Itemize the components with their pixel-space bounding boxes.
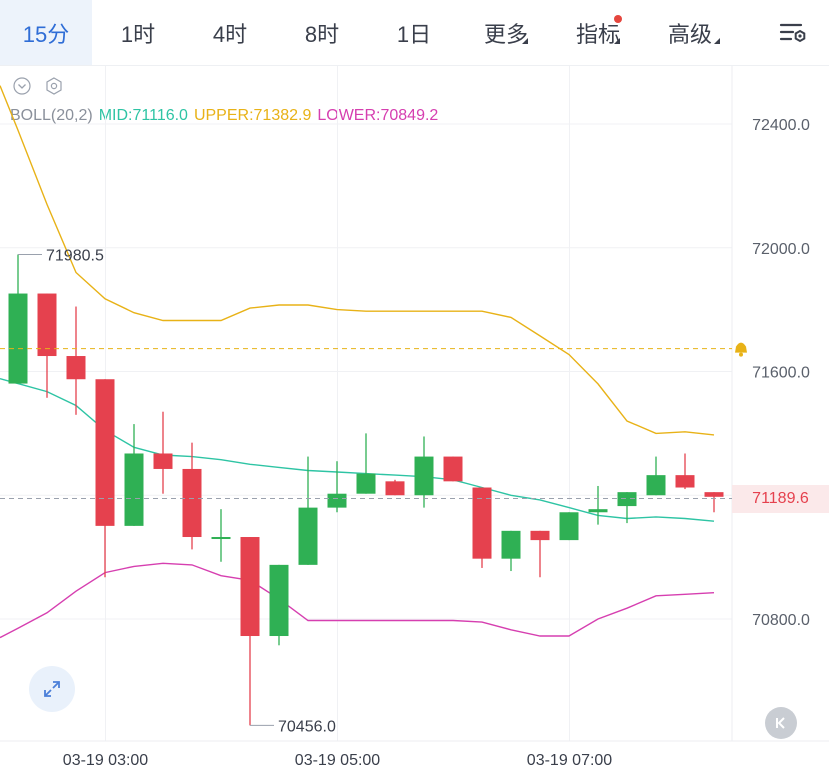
candle-body xyxy=(298,507,318,565)
rewind-icon xyxy=(776,717,785,729)
tab-4h[interactable]: 4时 xyxy=(184,0,276,65)
y-tick-label: 71600.0 xyxy=(752,365,810,382)
tab-1h[interactable]: 1时 xyxy=(92,0,184,65)
candle-body xyxy=(472,487,492,559)
boll-mid-value: MID:71116.0 xyxy=(98,107,188,124)
notification-dot-icon xyxy=(614,15,622,23)
y-tick-label: 72400.0 xyxy=(752,117,810,134)
candle-body xyxy=(675,475,695,488)
y-tick-label: 72000.0 xyxy=(752,241,810,258)
candle-body xyxy=(559,512,579,541)
x-tick-label: 03-19 05:00 xyxy=(295,752,381,769)
collapse-indicator-button[interactable] xyxy=(12,76,32,96)
current-price-label: 71189.6 xyxy=(752,490,809,507)
candle-body xyxy=(414,456,434,496)
candle-body xyxy=(530,530,550,541)
tab-label: 15分 xyxy=(22,21,70,47)
candle-body xyxy=(182,468,202,538)
tab-label: 指标 xyxy=(575,21,620,47)
tab-label: 1日 xyxy=(396,21,432,47)
tab-advanced-dropdown[interactable]: 高级 xyxy=(644,0,736,65)
chevron-down-circle-icon xyxy=(13,77,31,95)
candle-body xyxy=(95,379,115,526)
x-tick-label: 03-19 07:00 xyxy=(527,752,613,769)
candle-body xyxy=(501,530,521,559)
candle-body xyxy=(588,509,608,513)
tab-indicators-dropdown[interactable]: 指标 xyxy=(552,0,644,65)
boll-lower-value: LOWER:70849.2 xyxy=(317,107,439,124)
tab-15m[interactable]: 15分 xyxy=(0,0,92,65)
indicator-settings-button[interactable] xyxy=(44,76,64,96)
chart-overlays: 71980.5 70456.0 xyxy=(0,248,747,735)
tab-label: 1时 xyxy=(120,21,156,47)
boll-upper-line xyxy=(0,85,715,436)
timeframe-toolbar: 15分 1时 4时 8时 1日 更多 指标 高级 xyxy=(0,0,829,66)
candle-body xyxy=(704,492,724,497)
candle-body xyxy=(356,473,376,494)
x-tick-label: 03-19 03:00 xyxy=(63,752,149,769)
low-price-label: 70456.0 xyxy=(278,718,336,735)
candle-body xyxy=(211,537,231,540)
dropdown-corner-icon xyxy=(522,38,528,44)
candle-body xyxy=(153,453,173,469)
candle-body xyxy=(240,537,260,637)
candle-body xyxy=(66,356,86,380)
chart-settings-button[interactable] xyxy=(759,0,829,66)
bollinger-bands xyxy=(0,85,715,639)
boll-lower-line xyxy=(0,562,715,639)
tab-label: 8时 xyxy=(304,21,340,47)
alert-bell-icon xyxy=(735,342,747,357)
expand-arrows-icon xyxy=(44,681,60,697)
dropdown-corner-icon xyxy=(714,38,720,44)
fullscreen-button[interactable] xyxy=(29,666,75,712)
y-tick-label: 70800.0 xyxy=(752,612,810,629)
boll-legend: BOLL(20,2) MID:71116.0 UPPER:71382.9 LOW… xyxy=(10,107,438,125)
candle-body xyxy=(617,492,637,507)
candle-body xyxy=(37,293,57,357)
candle-body xyxy=(8,293,28,384)
x-axis: 03-19 03:00 03-19 05:00 03-19 07:00 xyxy=(63,752,613,769)
candle-body xyxy=(327,493,347,508)
scroll-to-latest-button[interactable] xyxy=(765,707,797,739)
candle-body xyxy=(443,456,463,482)
tab-8h[interactable]: 8时 xyxy=(276,0,368,65)
candle-body xyxy=(385,481,405,496)
hexagon-gear-icon xyxy=(46,77,62,95)
indicator-controls xyxy=(12,76,64,96)
tab-1d[interactable]: 1日 xyxy=(368,0,460,65)
boll-name: BOLL(20,2) xyxy=(10,107,93,124)
chart-settings-icon xyxy=(779,23,806,43)
candles xyxy=(8,254,724,726)
boll-upper-value: UPPER:71382.9 xyxy=(193,107,312,124)
candle-body xyxy=(269,564,289,637)
dropdown-corner-icon xyxy=(614,38,620,44)
y-axis: 72400.0 72000.0 71600.0 70800.0 xyxy=(752,117,810,629)
high-price-label: 71980.5 xyxy=(46,248,104,265)
tab-more-dropdown[interactable]: 更多 xyxy=(460,0,552,65)
tab-label: 更多 xyxy=(483,21,528,47)
grid-lines xyxy=(0,66,829,742)
candle-body xyxy=(646,475,666,496)
current-price-tag: 71189.6 xyxy=(732,485,829,513)
candle-body xyxy=(124,453,144,526)
tab-label: 高级 xyxy=(667,21,712,47)
tab-label: 4时 xyxy=(212,21,248,47)
